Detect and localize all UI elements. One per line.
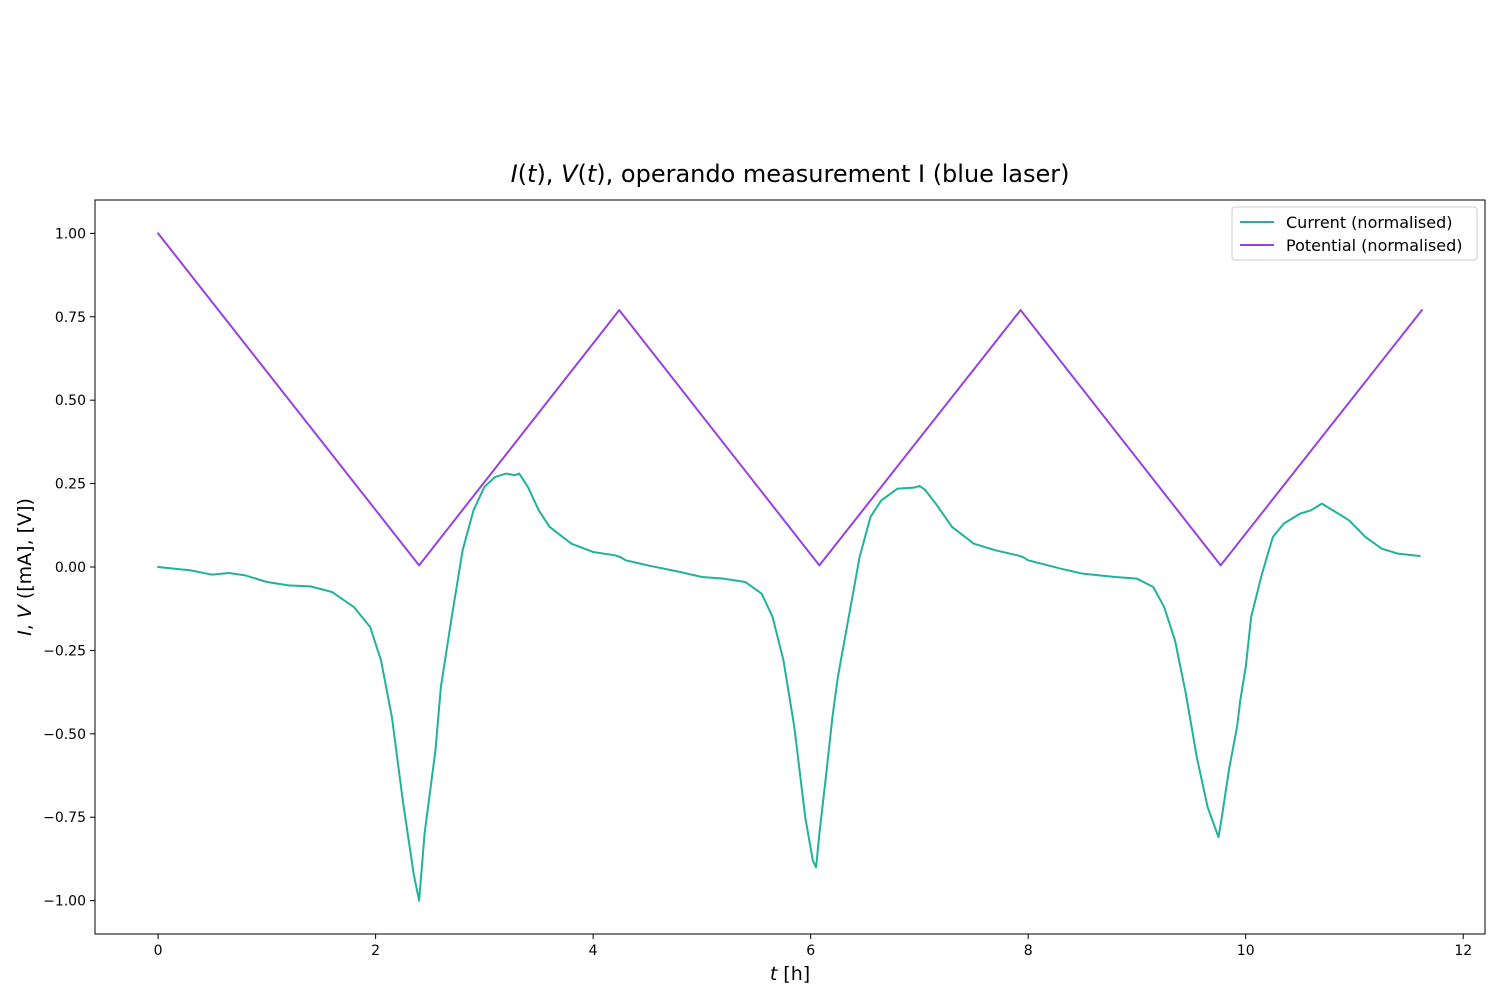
y-tick-label: 0.75 [55,310,86,326]
x-tick-label: 0 [154,943,163,959]
y-axis-label: I, V ([mA], [V]) [14,498,36,636]
series-layer [157,232,1423,902]
x-tick-label: 10 [1237,943,1255,959]
y-tick-label: −1.00 [43,894,86,910]
y-tick-label: −0.75 [43,810,86,826]
y-tick-label: 0.50 [55,393,86,409]
legend: Current (normalised) Potential (normalise… [1231,206,1478,261]
legend-entry-label: Current (normalised) [1286,213,1453,232]
x-tick-label: 6 [806,943,815,959]
x-tick-label: 4 [589,943,598,959]
y-axis: 1.00 0.75 0.50 0.25 0.00 −0.25 −0.50 −0.75 −1.00 [43,226,95,910]
x-tick-label: 2 [371,943,380,959]
x-tick-label: 12 [1454,943,1472,959]
y-tick-label: 1.00 [55,226,86,242]
chart-title: I(t), V(t), operando measurement I (blue… [511,160,1070,188]
x-axis-label: t [h] [770,963,810,985]
y-tick-label: −0.25 [43,643,86,659]
legend-entry-label: Potential (normalised) [1286,236,1463,255]
x-axis: 0 2 4 6 8 10 12 [154,934,1472,959]
y-tick-label: 0.25 [55,477,86,493]
y-tick-label: −0.50 [43,727,86,743]
y-tick-label: 0.00 [55,560,86,576]
legend-box [1231,206,1478,261]
x-tick-label: 8 [1024,943,1033,959]
series-line-current [157,472,1421,902]
series-line-potential [157,232,1423,567]
